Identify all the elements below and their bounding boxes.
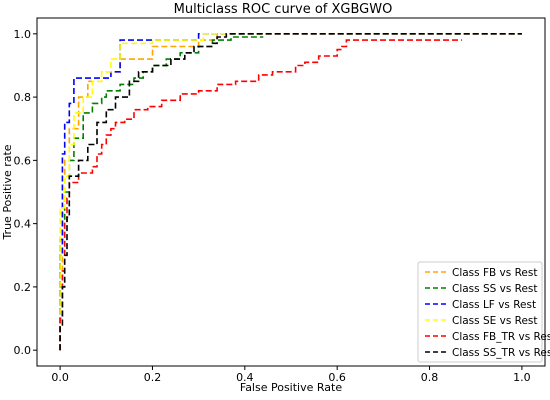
legend-label: Class FB_TR vs Rest xyxy=(452,331,550,343)
x-axis-title: False Positive Rate xyxy=(240,381,342,394)
legend-label: Class SE vs Rest xyxy=(452,315,538,327)
x-tick-label: 0.6 xyxy=(328,371,346,384)
y-tick-label: 1.0 xyxy=(14,28,32,41)
series-line-5 xyxy=(59,32,522,351)
legend-box xyxy=(417,261,543,363)
x-tick-label: 0.4 xyxy=(236,371,254,384)
legend-label: Class FB vs Rest xyxy=(452,267,537,279)
legend-label: Class SS_TR vs Rest xyxy=(452,347,550,359)
x-tick-label: 0.2 xyxy=(144,371,162,384)
y-axis: 0.0 0.2 0.4 0.6 0.8 1.0 xyxy=(14,28,37,357)
series-line-1 xyxy=(59,36,264,351)
x-axis: 0.0 0.2 0.4 0.6 0.8 1.0 xyxy=(51,366,531,384)
legend-label: Class LF vs Rest xyxy=(452,299,536,311)
y-tick-label: 0.2 xyxy=(14,281,32,294)
y-tick-label: 0.0 xyxy=(14,344,32,357)
series-line-2 xyxy=(59,32,522,351)
x-tick-label: 0.0 xyxy=(51,371,69,384)
x-tick-label: 0.8 xyxy=(421,371,439,384)
chart-title: Multiclass ROC curve of XGBGWO xyxy=(174,2,393,17)
x-tick-label: 1.0 xyxy=(513,371,531,384)
y-tick-label: 0.6 xyxy=(14,154,32,167)
series-line-3 xyxy=(59,32,522,351)
series-lines xyxy=(59,32,522,351)
y-axis-title: True Positive rate xyxy=(1,144,14,240)
y-tick-label: 0.4 xyxy=(14,218,32,231)
legend: Class FB vs Rest Class SS vs Rest Class LF… xyxy=(417,261,550,363)
y-tick-label: 0.8 xyxy=(14,91,32,104)
legend-label: Class SS vs Rest xyxy=(452,283,538,295)
series-line-4 xyxy=(59,39,462,351)
